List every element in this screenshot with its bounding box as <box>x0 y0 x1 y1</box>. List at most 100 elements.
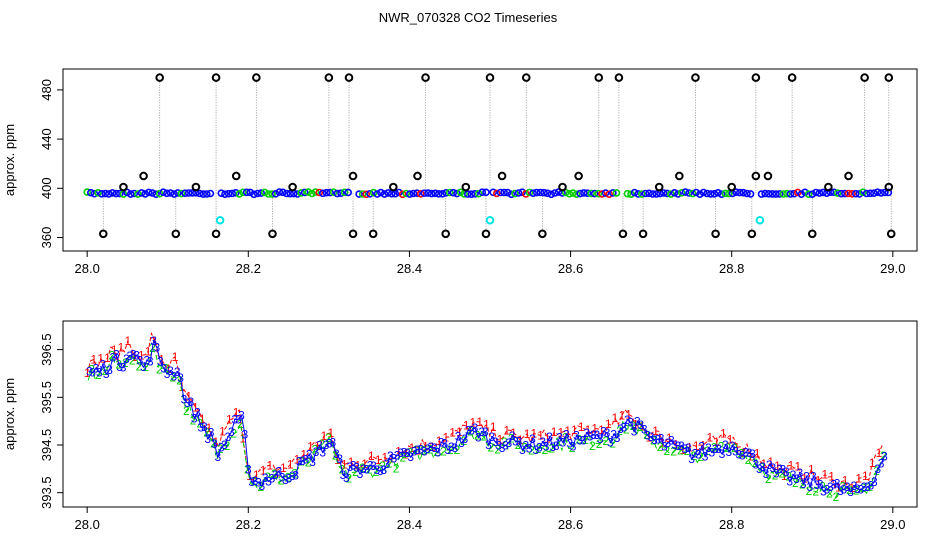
series-2-marker: 2 <box>494 443 501 457</box>
series-2-marker: 2 <box>95 368 102 382</box>
series-1-marker: 1 <box>91 352 98 366</box>
series-2-marker: 2 <box>839 479 846 493</box>
series-1-marker: 1 <box>747 449 754 463</box>
series-3-marker: 3 <box>661 440 668 454</box>
series-2-marker: 2 <box>203 426 210 440</box>
baseline-point <box>522 190 530 198</box>
series-2-marker: 2 <box>325 431 332 445</box>
series-1-marker: 1 <box>794 460 801 474</box>
baseline-point <box>601 189 610 197</box>
flagged-mid-point <box>348 171 358 181</box>
baseline-point <box>402 189 411 198</box>
baseline-point <box>540 188 548 197</box>
series-2-marker: 2 <box>521 441 528 455</box>
series-1-marker: 1 <box>537 429 544 443</box>
series-3-marker: 3 <box>140 360 147 374</box>
series-3-marker: 3 <box>803 470 810 484</box>
series-3-marker: 3 <box>715 442 722 456</box>
baseline-point <box>322 188 331 197</box>
series-2-marker: 2 <box>345 472 352 486</box>
series-1-marker: 1 <box>165 362 172 376</box>
baseline-point <box>746 190 755 198</box>
baseline-point <box>318 189 327 198</box>
series-1-marker: 1 <box>84 366 91 380</box>
baseline-point <box>362 190 371 199</box>
series-1-marker: 1 <box>618 408 625 422</box>
series-2-marker: 2 <box>535 442 542 456</box>
series-3-marker: 3 <box>448 440 455 454</box>
series-2-marker: 2 <box>257 480 264 494</box>
baseline-point <box>279 188 287 197</box>
bottom-x-tick-label: 28.0 <box>75 517 100 532</box>
baseline-point <box>536 188 545 197</box>
series-3-marker: 3 <box>665 436 672 450</box>
series-3-marker: 3 <box>380 463 387 477</box>
series-1-marker: 1 <box>422 440 429 454</box>
baseline-point <box>688 189 697 198</box>
flagged-near-point <box>884 182 894 192</box>
series-3-marker: 3 <box>211 437 218 451</box>
series-2-marker: 2 <box>332 449 339 463</box>
series-3-marker: 3 <box>401 446 408 460</box>
series-1-marker: 1 <box>300 448 307 462</box>
baseline-point <box>264 190 273 198</box>
series-1-marker: 1 <box>463 419 470 433</box>
top-y-tick-label: 440 <box>39 128 54 150</box>
series-3-marker: 3 <box>455 430 462 444</box>
series-3-marker: 3 <box>651 433 658 447</box>
series-1-marker: 1 <box>267 458 274 472</box>
top-x-tick-label: 28.8 <box>719 261 744 276</box>
series-1-marker: 1 <box>314 439 321 453</box>
series-1-marker: 1 <box>348 455 355 469</box>
series-1-line <box>86 331 883 491</box>
series-1-marker: 1 <box>612 411 619 425</box>
flagged-low-point <box>807 229 817 239</box>
series-3-marker: 3 <box>299 454 306 468</box>
baseline-point <box>337 189 345 197</box>
series-2-marker: 2 <box>264 470 271 484</box>
series-3-marker: 3 <box>96 366 103 380</box>
series-1-marker: 1 <box>558 426 565 440</box>
baseline-point <box>543 189 552 198</box>
baseline-point <box>764 190 773 198</box>
series-1-marker: 1 <box>564 424 571 438</box>
baseline-point <box>232 189 240 197</box>
series-1-marker: 1 <box>605 417 612 431</box>
series-1-marker: 1 <box>693 439 700 453</box>
baseline-point <box>859 188 867 196</box>
series-2-marker: 2 <box>738 446 745 460</box>
baseline-point <box>315 188 324 197</box>
series-1-marker: 1 <box>510 426 517 440</box>
series-3-marker: 3 <box>177 371 184 385</box>
series-1-marker: 1 <box>544 431 551 445</box>
top-x-tick-label: 28.4 <box>397 261 422 276</box>
series-3-marker: 3 <box>384 457 391 471</box>
flagged-mid-point <box>751 171 761 181</box>
baseline-point <box>438 190 447 198</box>
flagged-mid-point <box>139 171 148 181</box>
series-1-marker: 1 <box>253 468 260 482</box>
series-3-marker: 3 <box>181 393 188 407</box>
baseline-point <box>779 190 788 198</box>
baseline-point <box>242 188 251 197</box>
series-3-marker: 3 <box>106 363 113 377</box>
flagged-high-point <box>252 73 261 82</box>
series-2-marker: 2 <box>569 441 576 455</box>
baseline-point <box>507 190 516 199</box>
series-1-marker: 1 <box>111 343 118 357</box>
series-3-marker: 3 <box>235 412 242 426</box>
series-3-marker: 3 <box>482 425 489 439</box>
baseline-point <box>170 190 178 198</box>
series-3-marker: 3 <box>99 358 106 372</box>
series-3-marker: 3 <box>522 438 529 452</box>
baseline-point <box>467 190 476 198</box>
series-3-marker: 3 <box>593 428 600 442</box>
baseline-point <box>841 189 849 198</box>
baseline-point <box>804 190 813 198</box>
series-1-marker: 1 <box>740 446 747 460</box>
series-3-marker: 3 <box>113 348 120 362</box>
series-3-marker: 3 <box>543 439 550 453</box>
baseline-point <box>260 188 269 197</box>
